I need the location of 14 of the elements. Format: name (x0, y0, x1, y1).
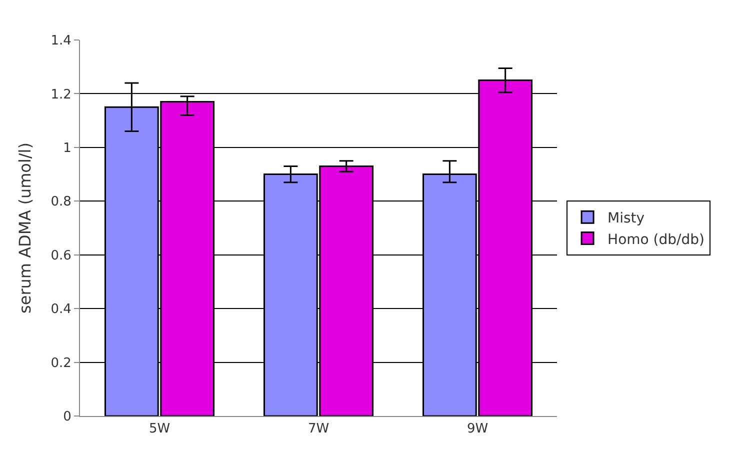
y-tick-label: 0.6 (50, 248, 72, 264)
x-tick-label: 5W (148, 422, 170, 437)
legend-label: Homo (db/db) (608, 232, 704, 248)
y-tick-label: 1.4 (50, 34, 72, 49)
y-tick-label: 1.2 (50, 87, 72, 102)
y-tick-label: 1 (63, 140, 72, 156)
y-tick-label: 0.8 (50, 194, 72, 210)
legend-label: Misty (608, 210, 645, 227)
x-tick-label: 9W (466, 422, 488, 437)
y-axis-title: serum ADMA (umol/l) (16, 142, 35, 314)
x-tick-label: 7W (308, 422, 330, 437)
y-tick-label: 0.4 (50, 302, 72, 318)
y-tick-label: 0.2 (50, 356, 72, 371)
y-tick-label: 0 (63, 410, 72, 425)
